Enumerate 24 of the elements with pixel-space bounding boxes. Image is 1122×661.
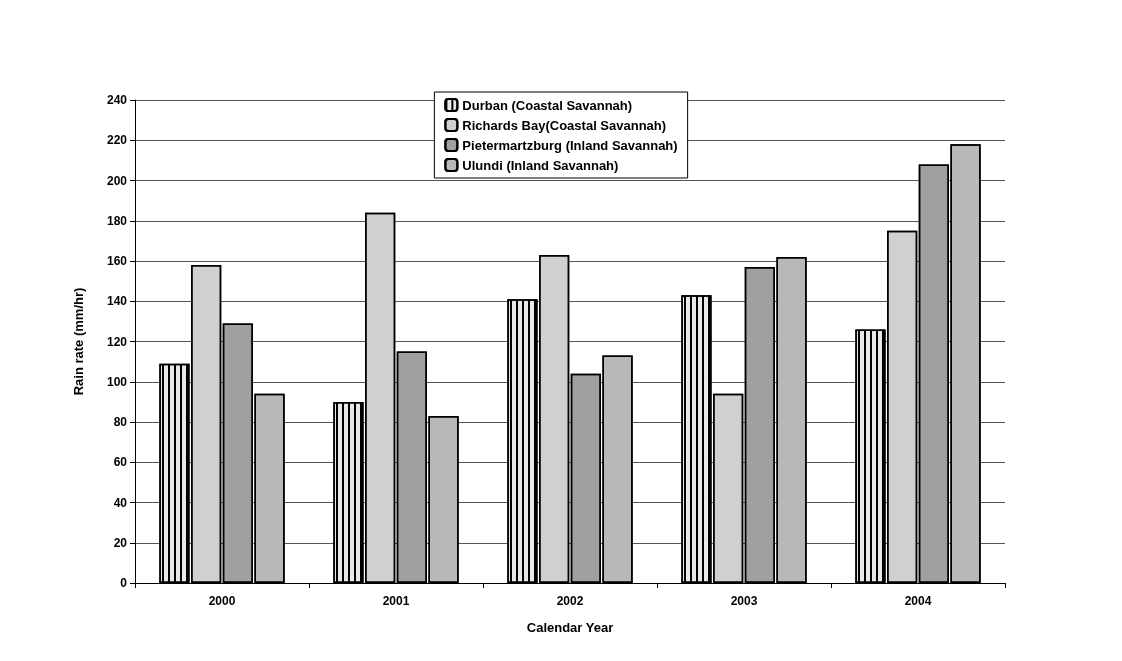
legend-label: Pietermartzburg (Inland Savannah) bbox=[462, 137, 678, 153]
y-tick-label: 220 bbox=[106, 133, 128, 148]
legend-label: Richards Bay(Coastal Savannah) bbox=[462, 117, 667, 133]
y-tick-label: 140 bbox=[106, 294, 128, 309]
y-tick-label: 100 bbox=[106, 374, 128, 389]
x-axis-title: Calendar Year bbox=[526, 620, 614, 635]
y-tick-label: 160 bbox=[106, 254, 128, 268]
x-tick-label: 2004 bbox=[904, 594, 932, 608]
y-axis-title: Rain rate (mm/hr) bbox=[71, 287, 86, 396]
x-tick-label: 2000 bbox=[208, 594, 236, 608]
y-tick-label: 40 bbox=[113, 495, 128, 510]
y-tick-label: 120 bbox=[106, 334, 128, 349]
legend-label: Durban (Coastal Savannah) bbox=[462, 97, 633, 113]
x-tick-label: 2001 bbox=[382, 594, 410, 608]
y-tick-label: 180 bbox=[106, 213, 128, 228]
y-tick-label: 0 bbox=[120, 576, 128, 590]
y-tick-label: 200 bbox=[106, 173, 128, 188]
x-tick-label: 2002 bbox=[556, 594, 584, 608]
x-tick-label: 2003 bbox=[730, 594, 758, 608]
y-tick-label: 20 bbox=[113, 535, 128, 550]
legend-label: Ulundi (Inland Savannah) bbox=[462, 157, 619, 173]
y-tick-label: 80 bbox=[113, 415, 128, 429]
y-tick-label: 240 bbox=[106, 93, 128, 107]
y-tick-label: 60 bbox=[113, 455, 128, 470]
